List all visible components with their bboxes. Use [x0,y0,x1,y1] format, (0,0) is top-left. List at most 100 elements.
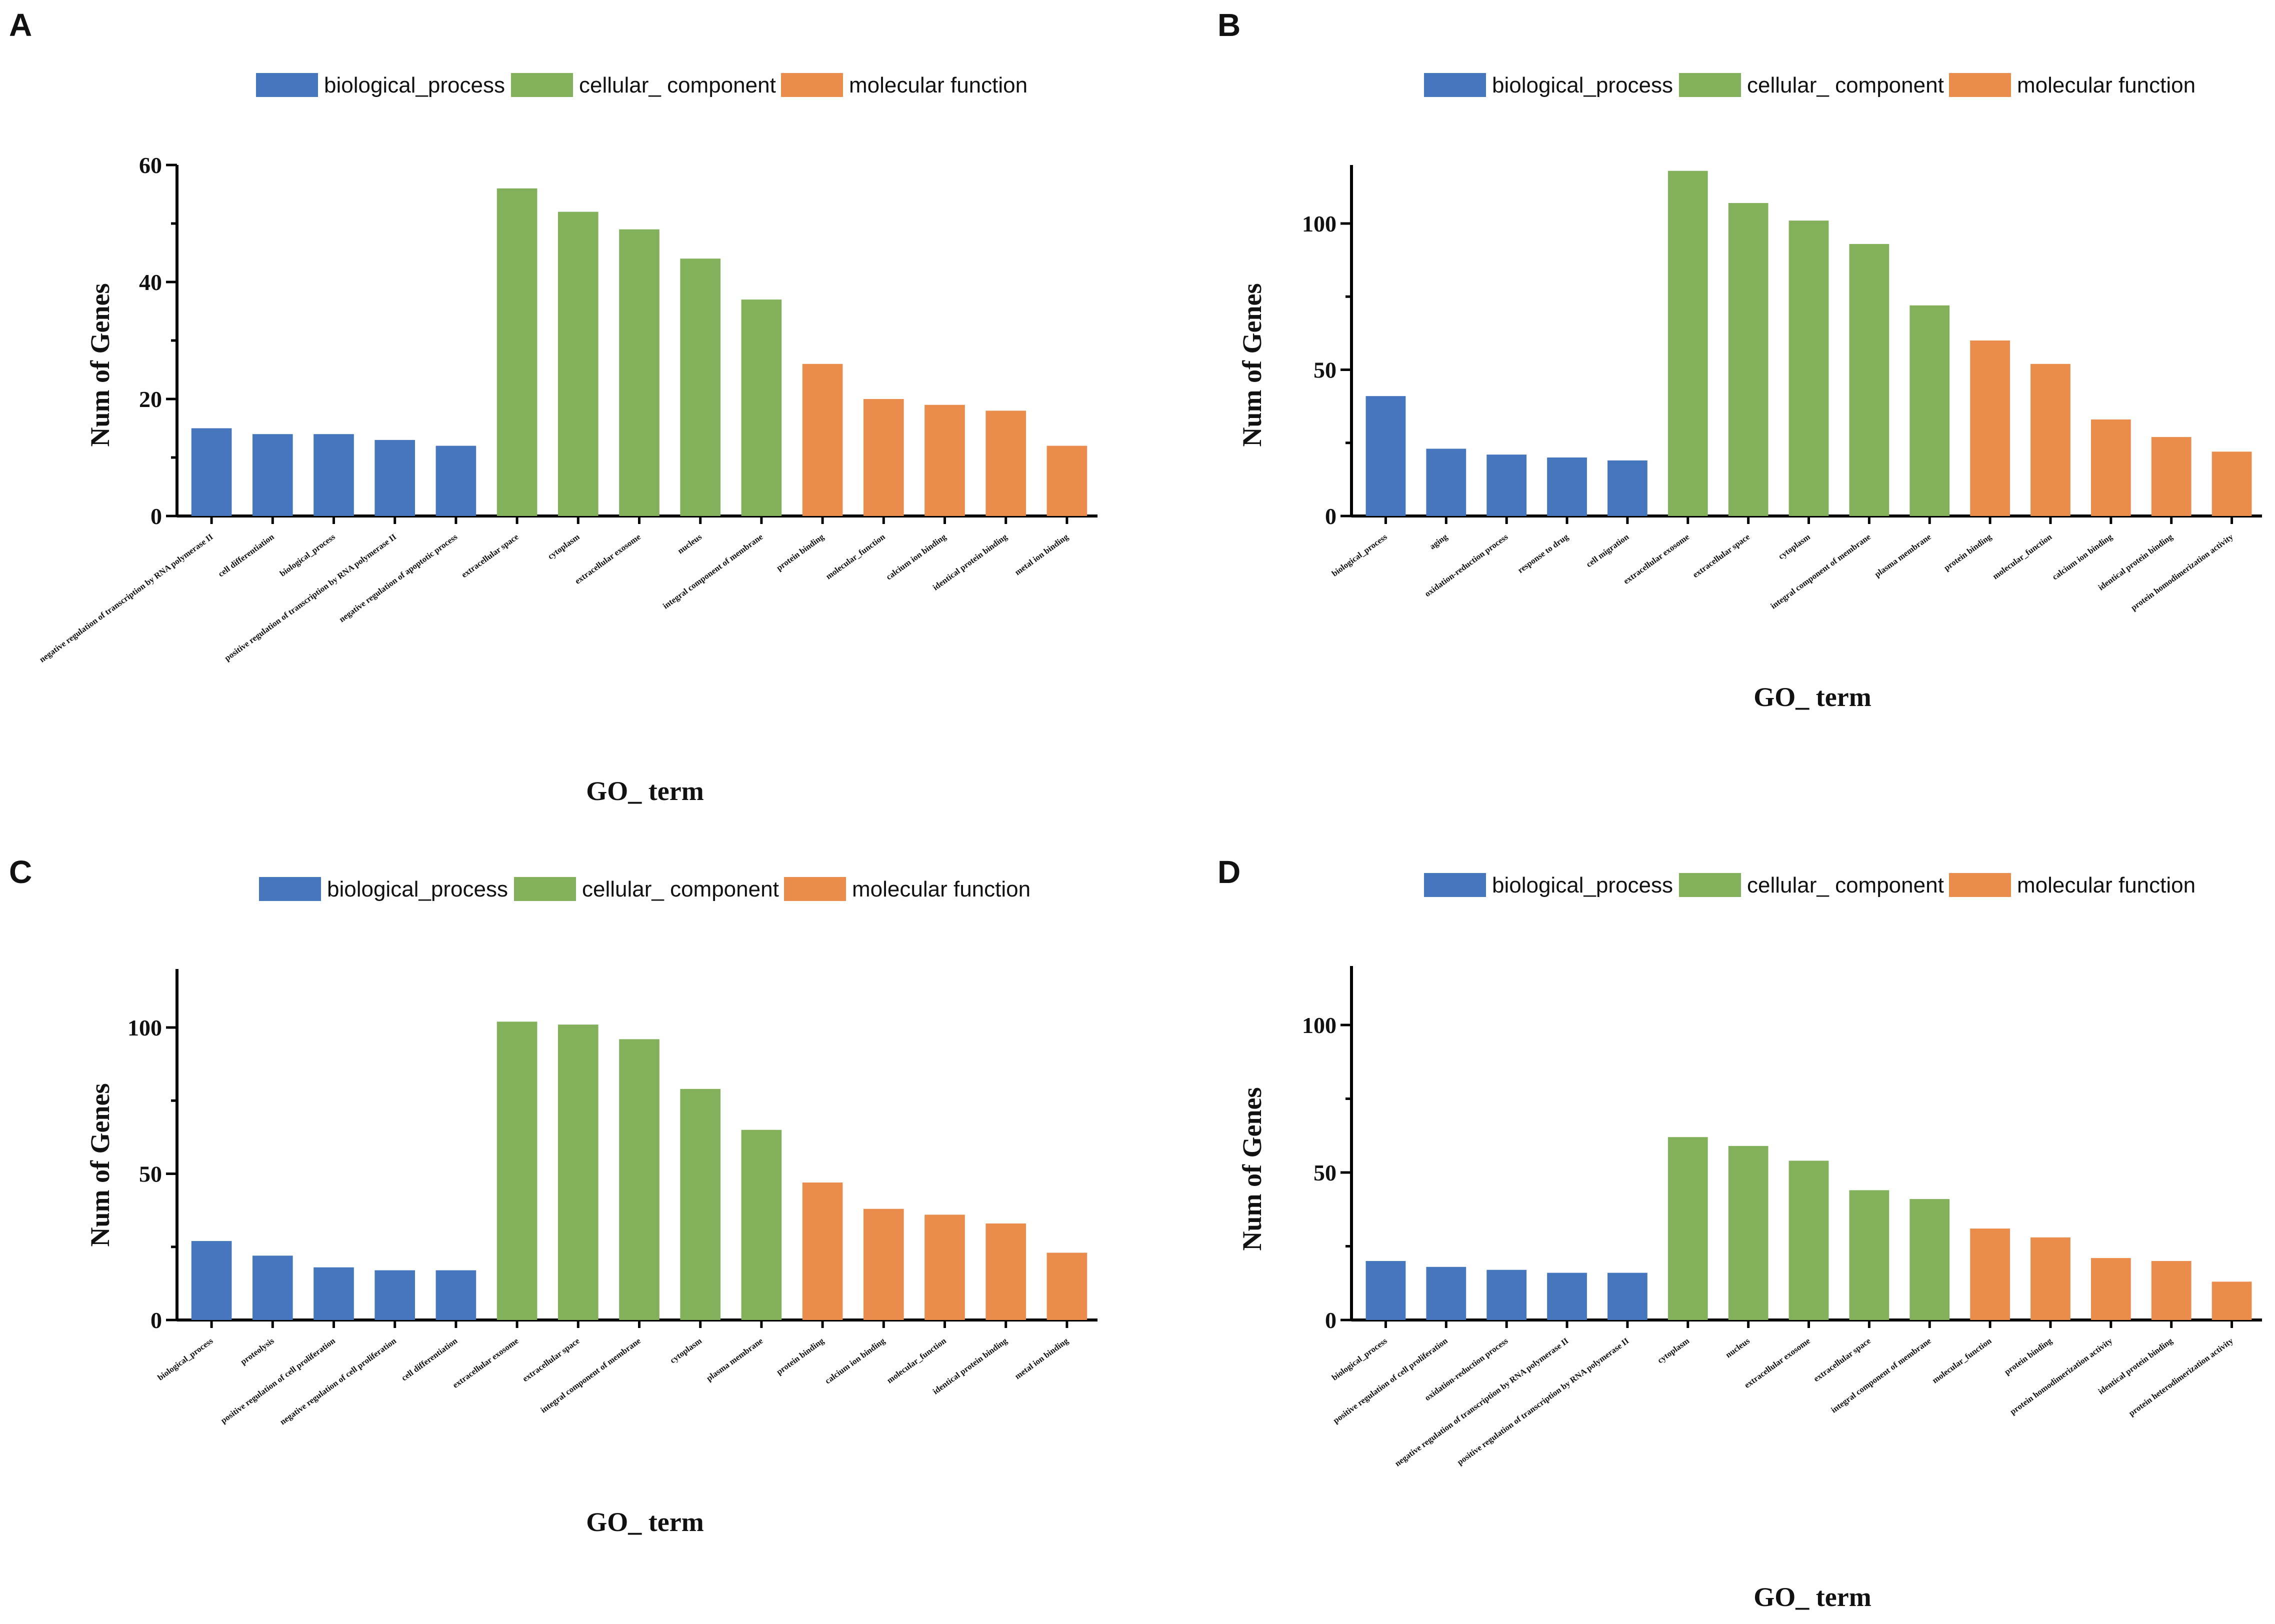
x-tick-label: plasma membrane [704,1336,764,1384]
x-tick-label: extracellular space [460,532,520,580]
x-tick-label: protein binding [2002,1336,2054,1377]
x-tick-label: nucleus [1724,1336,1752,1360]
y-axis-title: Num of Genes [85,1084,115,1247]
x-tick-label: cell differentiation [216,532,276,579]
bar-biological-process [374,440,416,516]
bar-cellular-component [558,1024,598,1320]
legend-label-biological-process: biological_process [1492,73,1673,98]
bar-cellular-component [496,1022,538,1320]
legend-swatch-molecular-function [1949,73,2011,97]
y-tick-label: 50 [139,1162,162,1187]
x-tick-label: extracellular space [1691,532,1752,580]
bar-cellular-component [1849,1190,1890,1320]
x-tick-label: metal ion binding [1013,1336,1070,1382]
x-tick-label: negative regulation of cell proliferatio… [278,1336,398,1427]
bar-biological-process [252,1256,293,1320]
x-tick-label: response to drug [1516,532,1570,576]
y-tick-label: 50 [1314,1160,1336,1186]
bar-biological-process [436,446,476,516]
x-tick-label: extracellular exosome [1742,1336,1812,1390]
legend: biological_process cellular_ component mol… [1424,73,2196,98]
y-axis-title: Num of Genes [85,284,115,447]
legend-swatch-biological-process [256,73,318,97]
x-tick-label: integral component of membrane [1829,1336,1932,1415]
y-tick-label: 0 [1325,1308,1336,1333]
y-tick-label: 100 [1302,1012,1336,1038]
bar-molecular-function [2030,1237,2070,1320]
y-tick-label: 0 [150,1308,162,1333]
y-tick-label: 50 [1314,358,1336,383]
x-axis-title: GO_ term [1754,1582,1871,1612]
legend: biological_process cellular_ component mol… [259,877,1030,902]
bar-cellular-component [496,188,538,516]
x-tick-label: biological_process [156,1336,215,1382]
x-tick-label: protein homodimerization activity [2129,532,2235,612]
bar-cellular-component [1788,220,1829,516]
legend: biological_process cellular_ component mol… [1424,873,2196,898]
bar-molecular-function [924,1214,965,1320]
bar-biological-process [1608,1272,1648,1320]
bar-cellular-component [1910,305,1950,516]
bar-molecular-function [802,1182,843,1320]
legend-label-biological-process: biological_process [324,73,505,98]
bar-molecular-function [2030,364,2070,516]
bar-molecular-function [2212,1282,2252,1320]
legend-label-molecular-function: molecular function [2017,873,2196,898]
legend-label-molecular-function: molecular function [849,73,1028,98]
x-tick-label: extracellular space [1812,1336,1872,1384]
bar-cellular-component [680,1088,721,1320]
bar-cellular-component [741,1130,782,1320]
bar-molecular-function [1970,340,2010,516]
y-tick-label: 20 [139,386,162,412]
x-tick-label: protein binding [774,1336,826,1377]
x-tick-label: calcium ion binding [823,1336,887,1386]
x-tick-label: negative regulation of apoptotic process [338,532,460,624]
bar-biological-process [1366,396,1406,516]
legend-label-cellular-component: cellular_ component [1747,73,1944,98]
x-tick-label: cell migration [1584,532,1631,570]
legend: biological_process cellular_ component mol… [256,73,1028,98]
x-tick-label: positive regulation of cell proliferatio… [219,1336,337,1426]
bar-biological-process [436,1270,476,1320]
x-tick-label: proteolysis [238,1336,276,1366]
x-axis-title: GO_ term [586,776,704,806]
bar-molecular-function [1046,446,1088,516]
legend-label-cellular-component: cellular_ component [579,73,776,98]
x-axis-title: GO_ term [1754,682,1871,712]
bar-cellular-component [1668,170,1708,516]
x-tick-label: metal ion binding [1013,532,1070,578]
x-tick-label: biological_process [1330,1336,1389,1382]
bar-molecular-function [1046,1252,1088,1320]
panel-letter: C [9,854,32,890]
x-axis-title: GO_ term [586,1507,704,1537]
bar-molecular-function [2151,437,2192,516]
bar-biological-process [1426,448,1466,516]
x-tick-label: integral component of membrane [539,1336,642,1415]
x-tick-label: extracellular space [520,1336,582,1384]
x-tick-label: negative regulation of transcription by … [38,532,215,664]
y-tick-label: 0 [1325,504,1336,529]
bar-molecular-function [2090,419,2131,516]
x-tick-label: integral component of membrane [1769,532,1872,611]
x-tick-label: molecular_function [1991,532,2054,582]
x-tick-label: molecular_function [1930,1336,1994,1386]
x-tick-label: plasma membrane [1873,532,1933,580]
bar-cellular-component [1910,1199,1950,1320]
bar-molecular-function [863,399,904,516]
x-tick-label: cytoplasm [1656,1336,1691,1366]
bar-cellular-component [1728,1146,1768,1320]
x-tick-label: extracellular exosome [573,532,642,586]
bar-molecular-function [2212,452,2252,516]
y-tick-label: 40 [139,270,162,295]
legend-swatch-molecular-function [1949,873,2011,897]
x-tick-label: biological_process [1330,532,1389,578]
bar-cellular-component [619,1039,660,1320]
bar-cellular-component [741,300,782,516]
bar-biological-process [191,1241,232,1320]
legend-label-molecular-function: molecular function [2017,73,2196,98]
legend-swatch-biological-process [259,877,321,901]
